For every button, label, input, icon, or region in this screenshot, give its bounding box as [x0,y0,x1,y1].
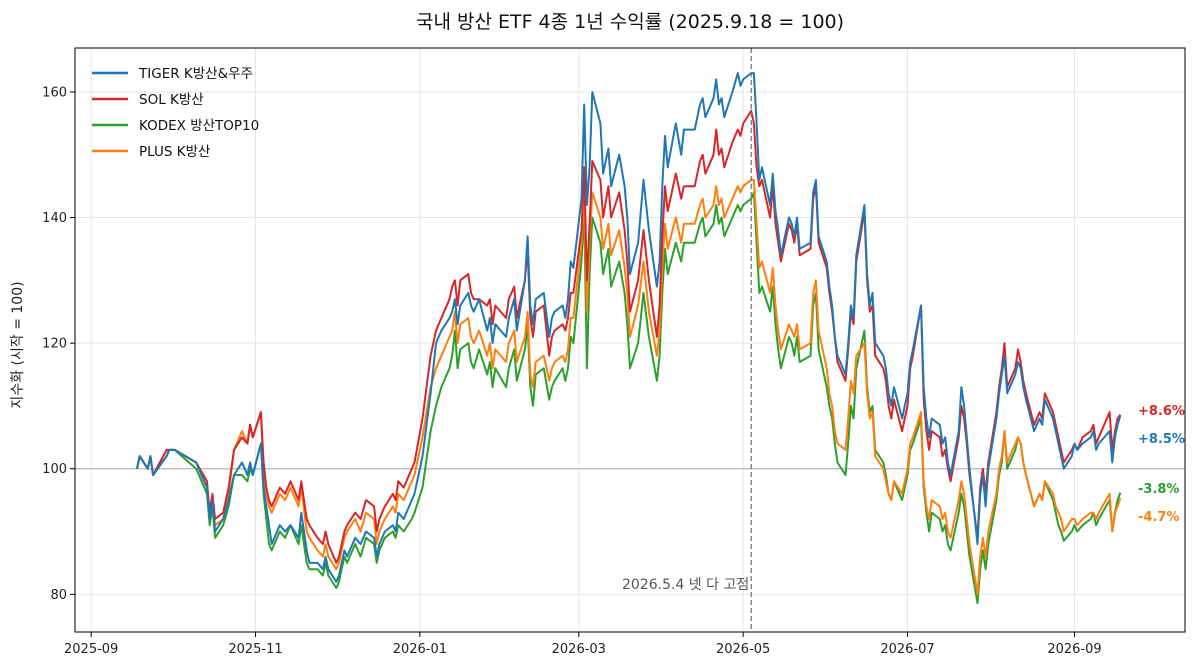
y-axis-label: 지수화 (시작 = 100) [10,281,26,408]
series-lines [136,72,1122,605]
x-tick-label: 2026-03 [552,642,606,657]
x-axis: 2025-09 2025-11 2026-01 2026-03 2026-05 2026-… [64,632,1102,657]
y-tick-label: 160 [42,85,67,100]
series-line [136,178,1122,596]
legend-label: PLUS K방산 [139,144,210,160]
end-label: -4.7% [1138,510,1179,525]
x-tick-label: 2026-07 [880,642,934,657]
legend-label: TIGER K방산&우주 [138,66,253,82]
end-label: +8.5% [1138,432,1185,447]
end-label: +8.6% [1138,404,1185,419]
x-tick-label: 2026-09 [1047,642,1101,657]
series-line [136,191,1122,605]
peak-annotation-label: 2026.5.4 넷 다 고점 [622,577,749,593]
y-tick-label: 120 [42,337,67,352]
y-tick-label: 140 [42,211,67,226]
legend-label: SOL K방산 [139,92,204,108]
x-tick-label: 2026-01 [393,642,447,657]
chart-title: 국내 방산 ETF 4종 1년 수익률 (2025.9.18 = 100) [416,11,844,33]
legend-label: KODEX 방산TOP10 [139,118,259,134]
legend: TIGER K방산&우주 SOL K방산 KODEX 방산TOP10 PLUS K방산 [92,66,259,160]
y-tick-label: 100 [42,462,67,477]
y-axis: 80 100 120 140 160 [42,85,75,603]
x-tick-label: 2026-05 [716,642,770,657]
x-tick-label: 2025-11 [228,642,282,657]
series-line [136,72,1122,583]
end-labels: +8.5% +8.6% -3.8% -4.7% [1138,404,1185,525]
x-tick-label: 2025-09 [64,642,118,657]
annotation-group: 2026.5.4 넷 다 고점 [622,48,752,632]
plot-frame [74,47,1186,633]
end-label: -3.8% [1138,482,1179,497]
y-tick-label: 80 [50,588,67,603]
